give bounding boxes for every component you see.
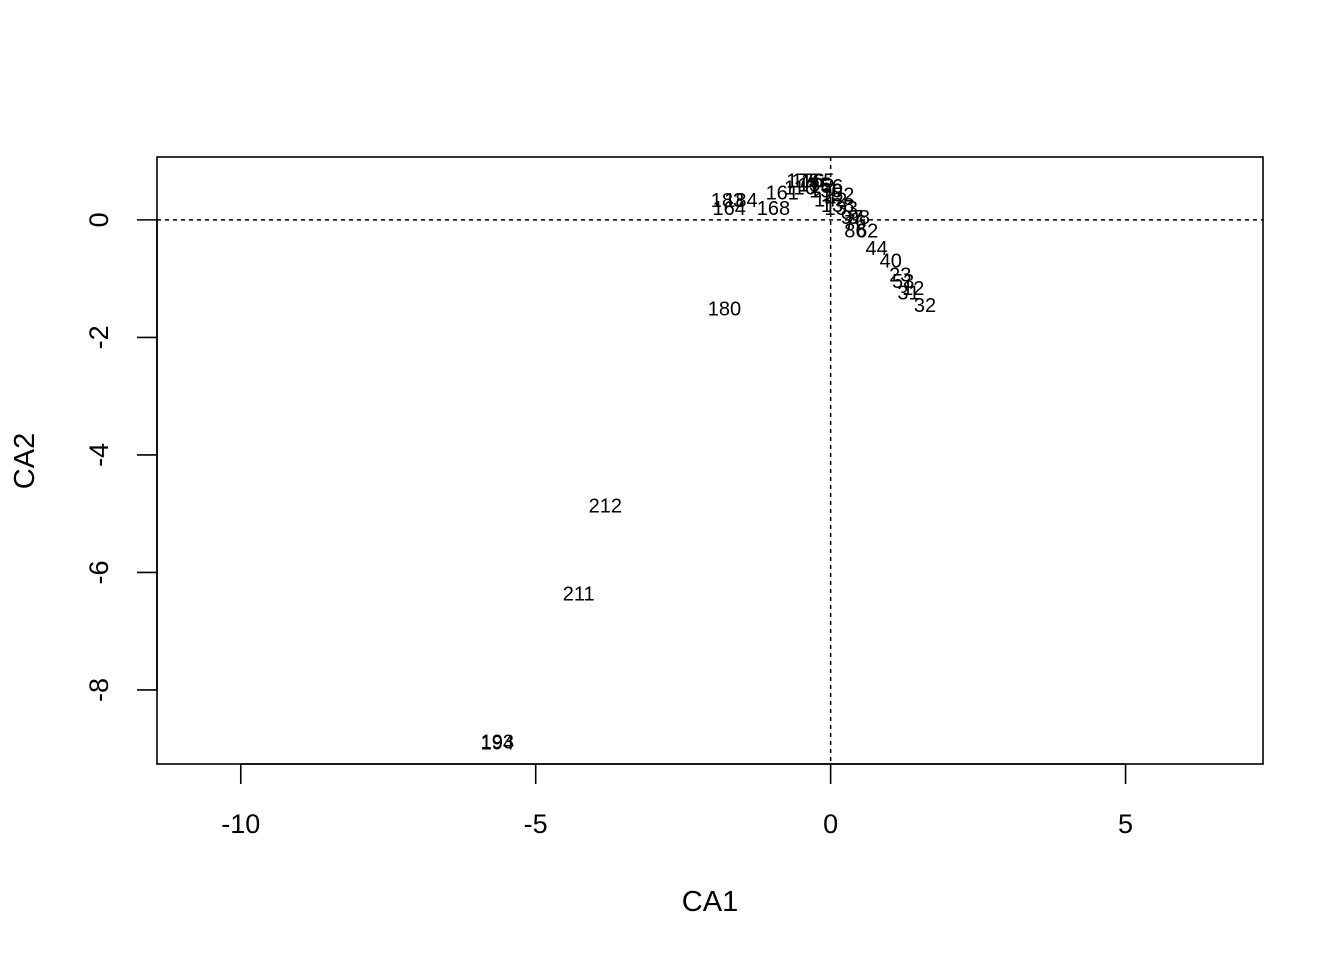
point-label: 193: [481, 732, 514, 754]
x-tick-label: -5: [524, 809, 548, 839]
point-label: 31: [897, 283, 919, 305]
point-label: 183: [711, 190, 744, 212]
point-label: 164: [712, 198, 745, 220]
point-label: 138: [821, 195, 854, 217]
point-label: 161: [766, 182, 799, 204]
point-label: 156: [810, 176, 843, 198]
point-label: 142: [814, 189, 847, 211]
point-label: 12: [902, 278, 924, 300]
point-label: 155: [798, 175, 831, 197]
x-tick-label: 5: [1118, 809, 1133, 839]
y-axis-title: CA2: [9, 433, 41, 489]
x-tick-label: -10: [221, 809, 260, 839]
point-label: 194: [481, 732, 514, 754]
plot-frame: [156, 156, 1264, 765]
point-label: 184: [724, 190, 757, 212]
y-tick-label: -4: [84, 443, 114, 467]
point-label: 165: [801, 171, 834, 193]
point-label: 62: [856, 220, 878, 242]
point-label: 97: [841, 207, 863, 229]
point-label: 40: [880, 250, 902, 272]
point-label: 53: [892, 271, 914, 293]
x-axis: -10 -5 0 5: [221, 763, 1133, 839]
y-tick-label: 0: [84, 212, 114, 227]
x-tick-label: 0: [823, 809, 838, 839]
y-tick-label: -2: [84, 325, 114, 349]
y-axis: 0 -2 -4 -6 -8: [84, 212, 158, 702]
point-label: 133: [825, 198, 858, 220]
point-label: 150: [809, 180, 842, 202]
point-label: 168: [757, 198, 790, 220]
x-axis-title: CA1: [682, 886, 738, 918]
point-label: 180: [708, 299, 741, 321]
y-tick-label: -8: [84, 678, 114, 702]
point-label: 23: [889, 265, 911, 287]
point-label: 32: [914, 295, 936, 317]
point-label: 98: [848, 207, 870, 229]
point-label: 76: [844, 212, 866, 234]
y-tick-label: -6: [84, 560, 114, 584]
point-label: 175: [786, 171, 819, 193]
point-label: 211: [563, 584, 595, 606]
point-label: 44: [866, 238, 888, 260]
point-label: 86: [844, 220, 866, 242]
point-label: 116: [784, 178, 816, 200]
point-label: 176: [792, 171, 825, 193]
point-label: 152: [821, 185, 854, 207]
point-label: 212: [589, 495, 622, 517]
